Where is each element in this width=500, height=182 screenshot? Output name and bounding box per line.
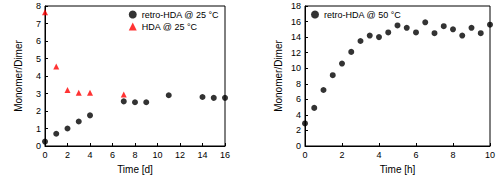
- svg-text:14: 14: [197, 150, 207, 160]
- svg-text:4: 4: [87, 150, 92, 160]
- svg-text:3: 3: [36, 89, 41, 99]
- svg-text:6: 6: [36, 36, 41, 46]
- svg-text:HDA @ 25 °C: HDA @ 25 °C: [142, 22, 198, 32]
- svg-text:Time [d]: Time [d]: [117, 164, 153, 175]
- svg-text:8: 8: [450, 150, 455, 160]
- svg-text:16: 16: [291, 17, 301, 27]
- svg-text:4: 4: [36, 71, 41, 81]
- svg-text:8: 8: [132, 150, 137, 160]
- svg-text:Monomer/Dimer: Monomer/Dimer: [273, 39, 284, 111]
- svg-text:0: 0: [296, 141, 301, 151]
- svg-text:2: 2: [65, 150, 70, 160]
- svg-text:0: 0: [302, 150, 307, 160]
- svg-text:6: 6: [296, 94, 301, 104]
- svg-text:7: 7: [36, 19, 41, 29]
- svg-text:10: 10: [152, 150, 162, 160]
- svg-text:0: 0: [42, 150, 47, 160]
- svg-text:10: 10: [291, 63, 301, 73]
- svg-text:8: 8: [296, 79, 301, 89]
- svg-text:4: 4: [376, 150, 381, 160]
- svg-text:6: 6: [413, 150, 418, 160]
- svg-text:4: 4: [296, 110, 301, 120]
- svg-text:2: 2: [36, 106, 41, 116]
- svg-text:Time [h]: Time [h]: [380, 164, 416, 175]
- svg-text:5: 5: [36, 54, 41, 64]
- svg-text:8: 8: [36, 1, 41, 11]
- svg-text:1: 1: [36, 124, 41, 134]
- svg-text:12: 12: [291, 48, 301, 58]
- svg-text:2: 2: [296, 125, 301, 135]
- svg-text:retro-HDA @ 50 °C: retro-HDA @ 50 °C: [324, 10, 401, 20]
- svg-text:2: 2: [339, 150, 344, 160]
- svg-text:6: 6: [110, 150, 115, 160]
- svg-text:14: 14: [291, 32, 301, 42]
- svg-text:Monomer/Dimer: Monomer/Dimer: [13, 39, 24, 111]
- svg-text:12: 12: [175, 150, 185, 160]
- svg-text:0: 0: [36, 141, 41, 151]
- svg-text:10: 10: [485, 150, 495, 160]
- svg-text:18: 18: [291, 1, 301, 11]
- svg-text:retro-HDA @ 25 °C: retro-HDA @ 25 °C: [142, 10, 219, 20]
- svg-text:16: 16: [220, 150, 230, 160]
